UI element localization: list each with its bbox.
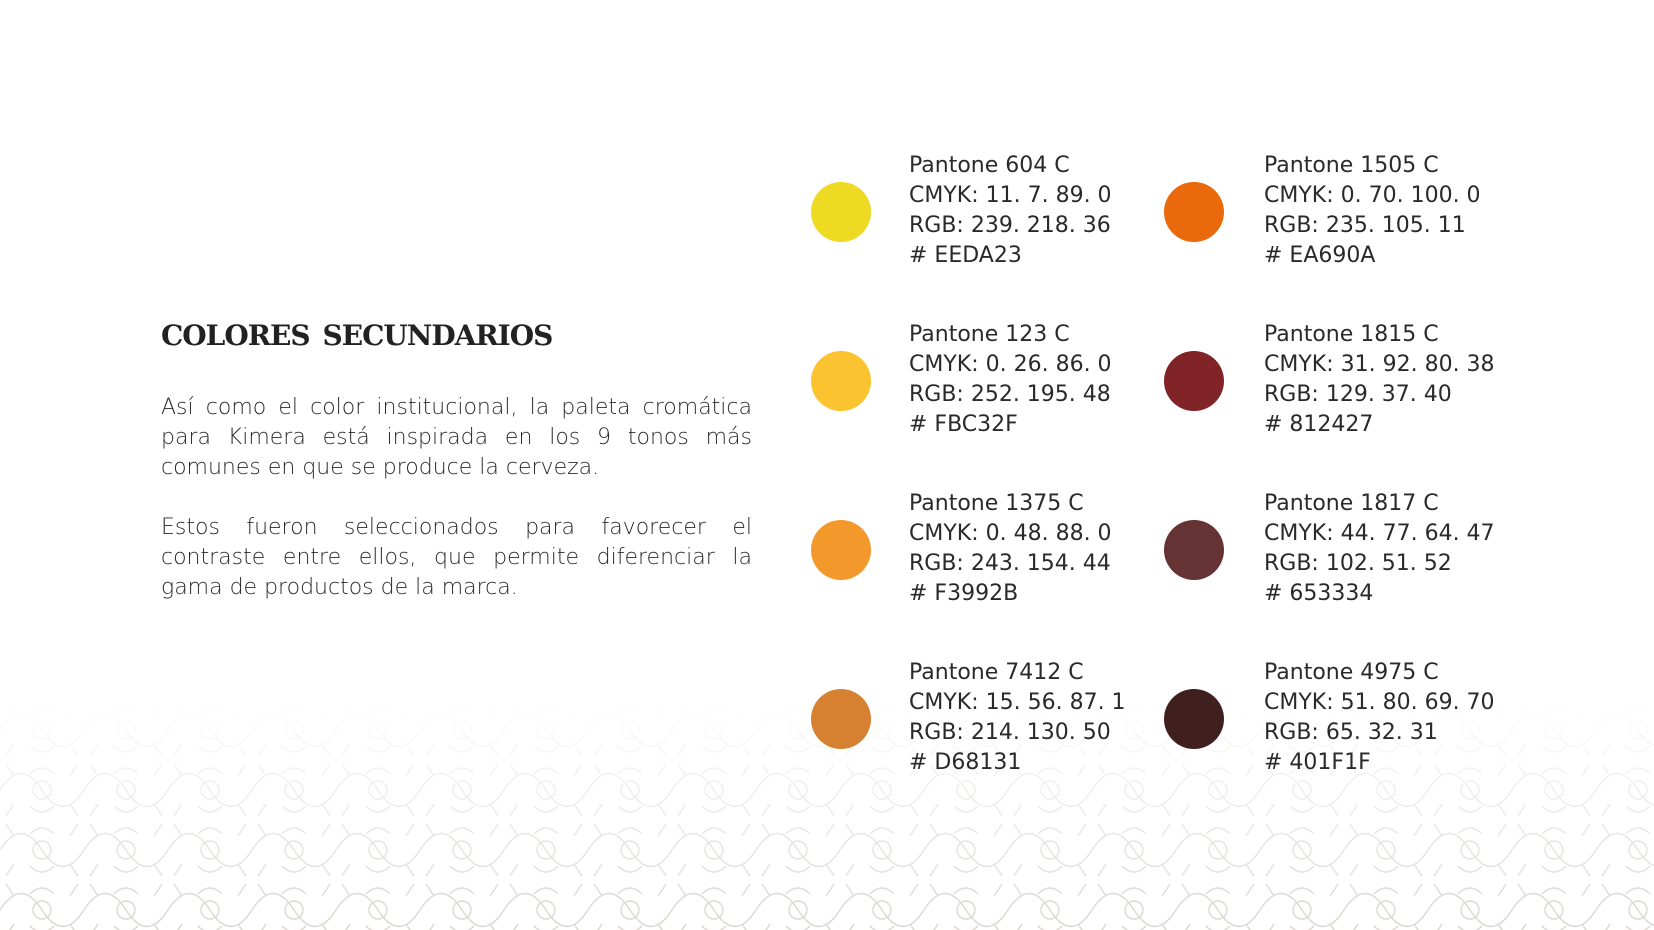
swatch-rgb: RGB: 252. 195. 48 — [909, 382, 1111, 407]
swatch-pantone: Pantone 7412 C — [909, 660, 1084, 685]
swatch-pantone: Pantone 1375 C — [909, 491, 1084, 516]
swatch-cmyk: CMYK: 0. 48. 88. 0 — [909, 521, 1112, 546]
swatch-rgb: RGB: 235. 105. 11 — [1264, 213, 1466, 238]
intro-paragraph: Así como el color institucional, la pale… — [161, 395, 752, 480]
swatch-cmyk: CMYK: 51. 80. 69. 70 — [1264, 690, 1495, 715]
swatch-hex: # FBC32F — [909, 412, 1018, 437]
swatch-cmyk: CMYK: 44. 77. 64. 47 — [1264, 521, 1495, 546]
swatch-hex: # 653334 — [1264, 581, 1374, 606]
swatch-rgb: RGB: 214. 130. 50 — [909, 720, 1111, 745]
color-info: Pantone 123 C CMYK: 0. 26. 86. 0 RGB: 252.… — [909, 320, 1112, 440]
swatch-hex: # EA690A — [1264, 243, 1376, 268]
color-dot — [1164, 351, 1224, 411]
swatch-hex: # 812427 — [1264, 412, 1374, 437]
swatch-pantone: Pantone 604 C — [909, 153, 1070, 178]
swatch-rgb: RGB: 129. 37. 40 — [1264, 382, 1452, 407]
color-info: Pantone 1815 C CMYK: 31. 92. 80. 38 RGB: 1… — [1264, 320, 1495, 440]
swatch-hex: # EEDA23 — [909, 243, 1022, 268]
color-dot — [811, 351, 871, 411]
color-info: Pantone 604 C CMYK: 11. 7. 89. 0 RGB: 239.… — [909, 151, 1112, 271]
color-dot — [811, 689, 871, 749]
swatch-cmyk: CMYK: 15. 56. 87. 1 — [909, 690, 1126, 715]
swatch-rgb: RGB: 243. 154. 44 — [909, 551, 1111, 576]
swatch-pantone: Pantone 1505 C — [1264, 153, 1439, 178]
color-dot — [811, 520, 871, 580]
swatch-pantone: Pantone 4975 C — [1264, 660, 1439, 685]
swatch-cmyk: CMYK: 31. 92. 80. 38 — [1264, 352, 1495, 377]
swatch-pantone: Pantone 123 C — [909, 322, 1070, 347]
color-info: Pantone 1817 C CMYK: 44. 77. 64. 47 RGB: 1… — [1264, 489, 1495, 609]
color-info: Pantone 7412 C CMYK: 15. 56. 87. 1 RGB: 21… — [909, 658, 1126, 778]
color-info: Pantone 1505 C CMYK: 0. 70. 100. 0 RGB: 23… — [1264, 151, 1481, 271]
swatch-cmyk: CMYK: 11. 7. 89. 0 — [909, 183, 1112, 208]
swatch-pantone: Pantone 1815 C — [1264, 322, 1439, 347]
page-title: Colores secundarios — [161, 308, 553, 355]
swatch-rgb: RGB: 239. 218. 36 — [909, 213, 1111, 238]
swatch-cmyk: CMYK: 0. 26. 86. 0 — [909, 352, 1112, 377]
color-info: Pantone 4975 C CMYK: 51. 80. 69. 70 RGB: 6… — [1264, 658, 1495, 778]
color-dot — [1164, 520, 1224, 580]
swatch-rgb: RGB: 102. 51. 52 — [1264, 551, 1452, 576]
swatch-hex: # D68131 — [909, 750, 1022, 775]
color-dot — [1164, 689, 1224, 749]
swatch-hex: # F3992B — [909, 581, 1019, 606]
swatch-rgb: RGB: 65. 32. 31 — [1264, 720, 1438, 745]
swatch-hex: # 401F1F — [1264, 750, 1371, 775]
swatch-pantone: Pantone 1817 C — [1264, 491, 1439, 516]
swatch-cmyk: CMYK: 0. 70. 100. 0 — [1264, 183, 1481, 208]
contrast-paragraph: Estos fueron seleccionados para favorece… — [161, 515, 752, 600]
color-dot — [1164, 182, 1224, 242]
color-info: Pantone 1375 C CMYK: 0. 48. 88. 0 RGB: 243… — [909, 489, 1112, 609]
color-dot — [811, 182, 871, 242]
